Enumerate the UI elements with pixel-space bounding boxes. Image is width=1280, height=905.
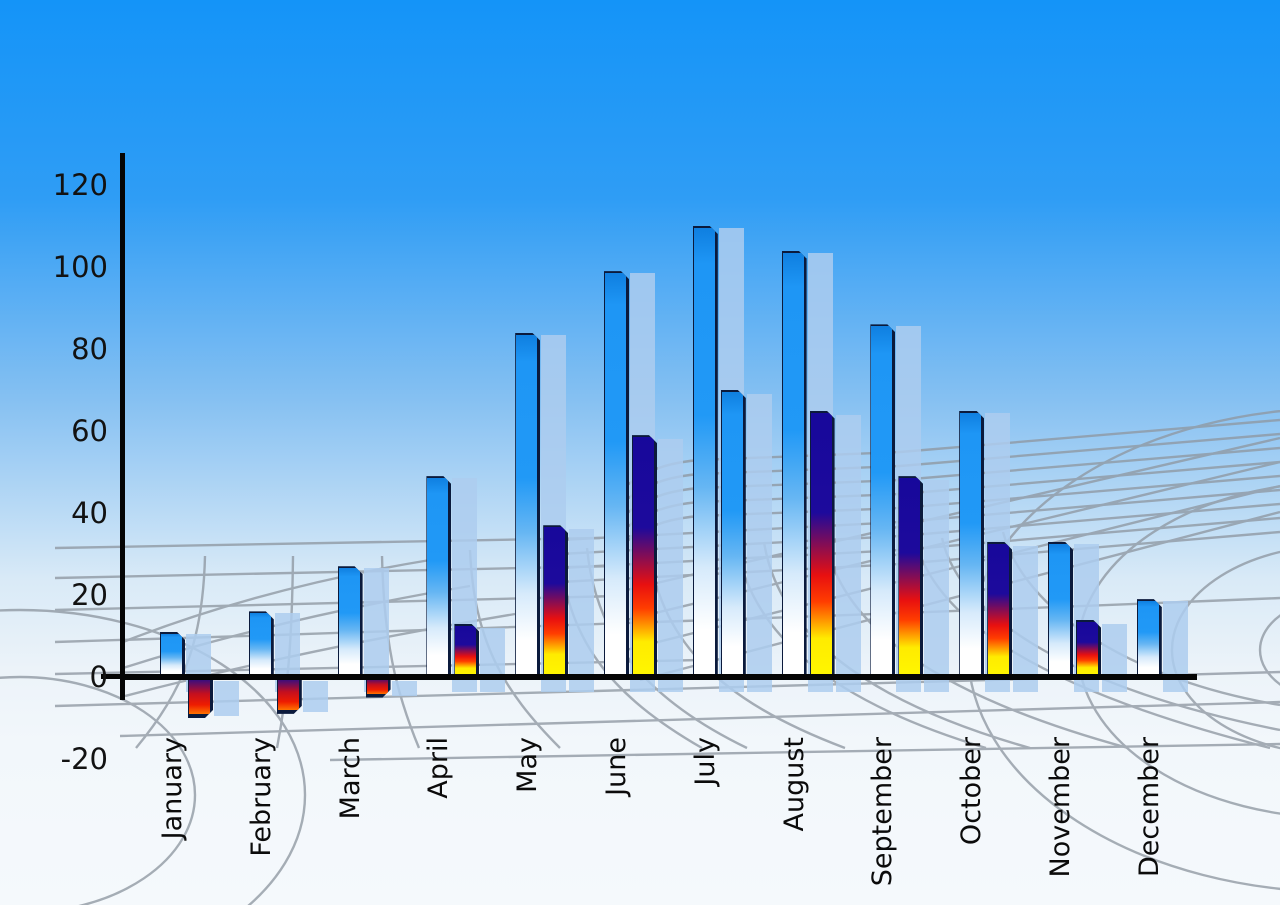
bar-december-primary (1137, 599, 1162, 678)
bar-september-secondary-echo (924, 480, 950, 692)
bar-march-primary (338, 566, 363, 678)
bar-february-primary-fill (250, 613, 271, 675)
month-label-text: October (956, 737, 988, 846)
bar-november-primary (1048, 542, 1073, 678)
bar-december-primary-fill (1138, 601, 1159, 675)
bar-august-primary-fill (783, 253, 804, 675)
bar-may-primary-fill (516, 335, 537, 675)
y-tick-label-80: 80 (71, 332, 108, 366)
month-label-text: February (245, 737, 277, 857)
bar-june-primary-fill (605, 273, 626, 675)
bar-november-secondary (1076, 620, 1101, 678)
bar-july-secondary-fill (722, 392, 743, 675)
bar-march-secondary (366, 677, 391, 698)
bar-september-primary-fill (871, 326, 892, 675)
x-axis-baseline (121, 674, 1197, 680)
bar-january-primary (160, 632, 185, 678)
bar-june-primary (604, 271, 629, 678)
bar-march-secondary-fill (367, 677, 388, 694)
month-label-text: July (689, 737, 721, 786)
bar-november-primary-fill (1049, 544, 1070, 675)
bar-april-primary-fill (427, 478, 448, 675)
bar-august-secondary (810, 411, 835, 679)
bar-august-secondary-fill (811, 413, 832, 676)
bar-april-secondary (454, 624, 479, 678)
bar-april-primary (426, 476, 451, 678)
bar-october-primary (959, 411, 984, 679)
bar-june-secondary-echo (658, 439, 683, 692)
month-label-text: August (778, 737, 810, 832)
bar-june-secondary (632, 435, 657, 678)
bar-july-secondary (721, 390, 746, 678)
y-tick-label-0: 0 (89, 660, 108, 694)
bar-january-primary-fill (161, 634, 182, 675)
bar-september-primary (870, 324, 895, 678)
bar-july-primary (693, 226, 718, 678)
month-label-text: December (1133, 737, 1165, 878)
y-tick-label-120: 120 (52, 168, 108, 202)
month-label-text: September (867, 737, 899, 887)
bar-may-primary (515, 333, 540, 678)
bar-january-secondary-fill (189, 677, 210, 714)
bar-february-secondary (277, 677, 302, 714)
month-label-text: May (512, 737, 544, 793)
month-label-text: November (1045, 737, 1076, 878)
bar-november-secondary-echo (1102, 623, 1127, 692)
bar-may-secondary-fill (544, 527, 565, 675)
y-tick-label-20: 20 (71, 578, 108, 612)
bar-september-secondary (898, 476, 923, 678)
month-label-text: April (423, 737, 455, 799)
bar-may-secondary (543, 525, 568, 678)
y-tick-label--20: -20 (60, 742, 108, 776)
y-tick-label-60: 60 (71, 414, 108, 448)
bar-march-primary-echo (363, 568, 389, 692)
y-tick-label-100: 100 (52, 250, 108, 284)
bar-october-primary-fill (960, 413, 981, 676)
month-label-text: June (601, 737, 632, 796)
y-axis-line (120, 153, 125, 700)
bar-february-primary (249, 611, 274, 678)
bar-october-secondary-echo (1013, 545, 1039, 692)
bar-february-secondary-echo (302, 681, 328, 712)
bar-july-primary-fill (694, 228, 715, 675)
bar-march-secondary-echo (391, 681, 417, 696)
bar-may-secondary-echo (569, 529, 595, 692)
y-tick-label-40: 40 (71, 496, 108, 530)
bar-august-secondary-echo (835, 414, 861, 692)
month-label-text: January (157, 737, 188, 840)
bar-july-secondary-echo (746, 394, 772, 692)
bar-october-secondary-fill (988, 544, 1009, 675)
bar-march-primary-fill (339, 568, 360, 675)
zero-tick-mark (101, 674, 121, 679)
bar-june-secondary-fill (633, 437, 654, 675)
bar-january-secondary-echo (214, 681, 239, 716)
bar-october-secondary (987, 542, 1012, 678)
bar-february-secondary-fill (278, 677, 299, 710)
bar-november-secondary-fill (1077, 622, 1098, 675)
bar-august-primary (782, 251, 807, 678)
bar-april-secondary-echo (480, 627, 506, 692)
bar-january-secondary (188, 677, 213, 718)
month-label-text: March (334, 737, 366, 820)
bar-april-secondary-fill (455, 626, 476, 675)
bar-september-secondary-fill (899, 478, 920, 675)
